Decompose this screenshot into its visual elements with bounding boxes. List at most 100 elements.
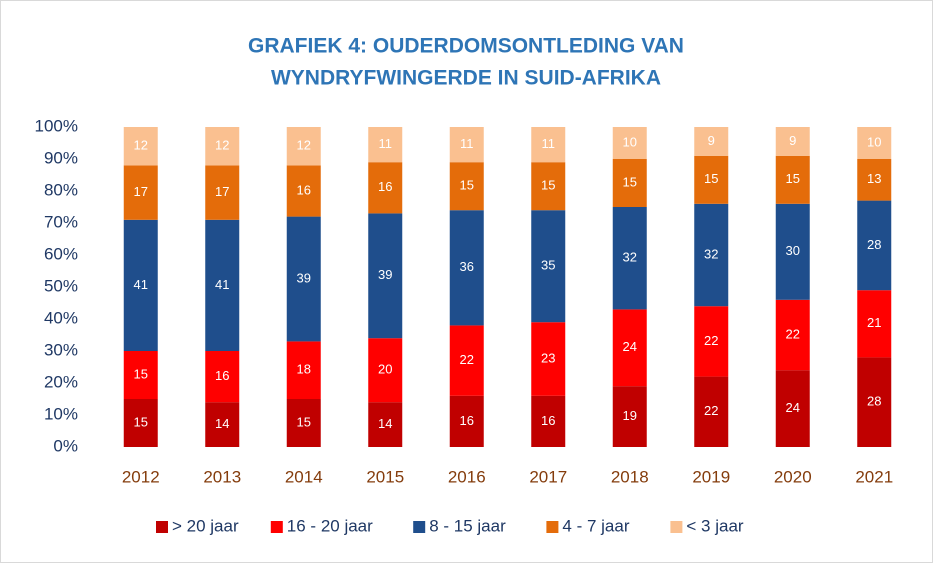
data-label: 22 — [460, 352, 474, 367]
data-label: 28 — [867, 237, 881, 252]
bar-segment — [775, 203, 810, 300]
y-tick-label: 20% — [44, 372, 78, 391]
bar-segment — [694, 306, 729, 377]
data-label: 19 — [623, 408, 637, 423]
data-label: 16 — [297, 182, 311, 197]
data-label: 32 — [704, 246, 718, 261]
x-tick-label: 2019 — [692, 467, 730, 486]
data-label: 24 — [623, 339, 637, 354]
legend-swatch — [270, 521, 283, 533]
data-label: 15 — [623, 174, 637, 189]
bar-segment — [612, 207, 647, 310]
data-label: 15 — [297, 414, 311, 429]
bar-segment — [205, 219, 240, 351]
data-label: 22 — [704, 403, 718, 418]
bar-segment — [612, 386, 647, 447]
y-tick-label: 80% — [44, 180, 78, 199]
bar-segment — [123, 127, 158, 166]
data-label: 14 — [378, 416, 392, 431]
bar-segment — [449, 127, 484, 163]
data-label: 15 — [134, 366, 148, 381]
data-label: 15 — [541, 178, 555, 193]
data-label: 11 — [460, 136, 474, 151]
bar-segment — [531, 210, 566, 323]
bar-segment — [612, 309, 647, 387]
bar-segment — [123, 399, 158, 447]
legend-label: < 3 jaar — [686, 516, 744, 535]
legend-swatch — [546, 521, 559, 533]
bar-segment — [449, 395, 484, 447]
bar-segment — [368, 338, 403, 403]
y-tick-label: 100% — [35, 116, 78, 135]
bar-segment — [286, 216, 321, 342]
x-tick-label: 2013 — [203, 467, 241, 486]
y-tick-label: 60% — [44, 244, 78, 263]
legend-label: 16 - 20 jaar — [287, 516, 373, 535]
data-label: 11 — [379, 136, 393, 151]
data-label: 15 — [704, 171, 718, 186]
data-label: 36 — [460, 259, 474, 274]
x-tick-label: 2017 — [529, 467, 567, 486]
bar-segment — [205, 402, 240, 447]
bar-segment — [368, 402, 403, 447]
data-label: 12 — [297, 138, 311, 153]
bar-segment — [531, 127, 566, 163]
chart-title: GRAFIEK 4: OUDERDOMSONTLEDING VAN — [248, 35, 684, 58]
data-label: 14 — [215, 416, 229, 431]
data-label: 22 — [786, 326, 800, 341]
bar-segment — [123, 351, 158, 399]
x-tick-label: 2015 — [366, 467, 404, 486]
legend-label: 8 - 15 jaar — [429, 516, 506, 535]
legend-swatch — [670, 521, 683, 533]
legend-swatch — [413, 521, 426, 533]
data-label: 16 — [215, 368, 229, 383]
x-tick-label: 2021 — [855, 467, 893, 486]
bar-segment — [857, 200, 892, 291]
bar-segment — [286, 341, 321, 399]
data-label: 30 — [786, 243, 800, 258]
data-label: 22 — [704, 333, 718, 348]
bar-segment — [775, 127, 810, 156]
x-tick-label: 2016 — [448, 467, 486, 486]
data-label: 11 — [542, 136, 556, 151]
bar-segment — [286, 127, 321, 166]
data-label: 35 — [541, 258, 555, 273]
data-label: 16 — [541, 413, 555, 428]
data-label: 15 — [786, 171, 800, 186]
bar-segment — [612, 127, 647, 159]
data-label: 9 — [789, 133, 796, 148]
bar-segment — [857, 159, 892, 201]
data-label: 12 — [215, 138, 229, 153]
data-label: 15 — [134, 414, 148, 429]
data-label: 20 — [378, 362, 392, 377]
data-label: 32 — [623, 250, 637, 265]
x-tick-label: 2014 — [285, 467, 323, 486]
bar-segment — [205, 127, 240, 166]
data-label: 15 — [460, 178, 474, 193]
data-label: 13 — [867, 171, 881, 186]
bar-segment — [286, 399, 321, 447]
bar-segment — [857, 290, 892, 358]
bar-segment — [531, 322, 566, 396]
bar-segment — [694, 127, 729, 156]
data-label: 10 — [867, 134, 881, 149]
bar-segment — [531, 395, 566, 447]
bar-segment — [205, 165, 240, 220]
y-tick-label: 40% — [44, 308, 78, 327]
y-tick-label: 0% — [53, 436, 78, 455]
data-label: 24 — [786, 400, 800, 415]
y-tick-label: 10% — [44, 404, 78, 423]
data-label: 21 — [867, 315, 881, 330]
data-label: 9 — [708, 133, 715, 148]
data-label: 17 — [215, 184, 229, 199]
bar-segment — [205, 351, 240, 403]
data-label: 23 — [541, 350, 555, 365]
x-tick-label: 2020 — [774, 467, 812, 486]
legend-label: > 20 jaar — [172, 516, 239, 535]
bar-segment — [449, 162, 484, 211]
bar-segment — [368, 213, 403, 339]
bar-segment — [694, 376, 729, 447]
data-label: 39 — [297, 270, 311, 285]
chart-title: WYNDRYFWINGERDE IN SUID-AFRIKA — [271, 67, 661, 90]
data-label: 16 — [378, 179, 392, 194]
